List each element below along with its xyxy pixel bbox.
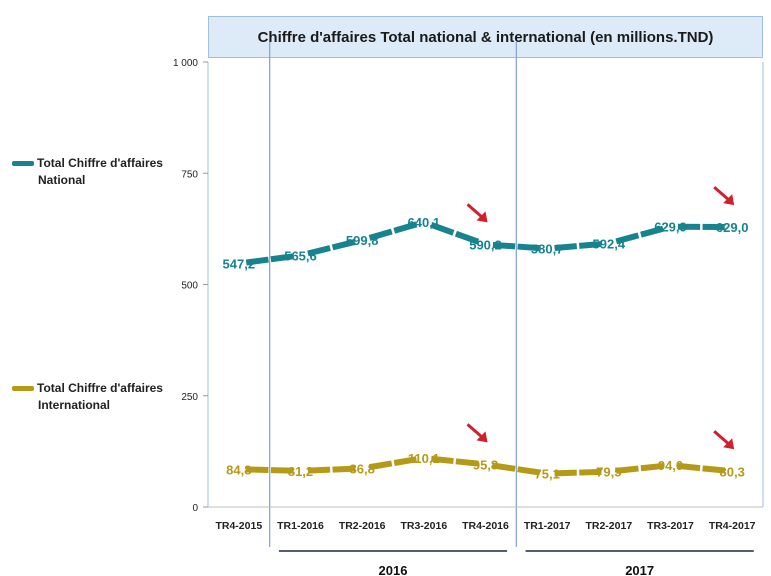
- legend-international-line1: Total Chiffre d'affaires: [37, 381, 163, 395]
- series-0-segment: [454, 230, 480, 245]
- y-tick-label: 250: [181, 392, 198, 403]
- series-0-data-label: 592,4: [593, 236, 626, 251]
- series-0-data-label: 547,2: [223, 256, 256, 271]
- series-0-segment: [615, 232, 640, 245]
- series-0-segment: [331, 239, 356, 251]
- y-tick-label: 0: [192, 503, 198, 514]
- series-1-segment: [430, 455, 454, 465]
- series-1-segment: [615, 465, 639, 474]
- series-1-segment: [517, 466, 541, 476]
- series-1-segment: [270, 467, 294, 474]
- series-1-segment: [702, 465, 726, 474]
- decline-arrow-shaft: [713, 185, 732, 203]
- x-tick-label: TR3-2016: [400, 520, 447, 532]
- series-1-data-label: 81,2: [288, 464, 313, 479]
- x-tick-label: TR1-2017: [524, 520, 571, 532]
- series-0-data-label: 565,6: [284, 248, 317, 263]
- y-tick-label: 750: [181, 169, 198, 180]
- series-0-segment: [307, 245, 331, 257]
- legend-national: Total Chiffre d'affaires National: [12, 156, 163, 187]
- series-1-segment: [640, 462, 664, 472]
- decline-arrow-head: [476, 211, 488, 223]
- series-1-segment: [307, 466, 331, 474]
- x-tick-label: TR1-2016: [277, 520, 324, 532]
- series-0-segment: [368, 228, 393, 241]
- chart-title: Chiffre d'affaires Total national & inte…: [208, 16, 763, 58]
- year-group-label: 2016: [379, 563, 408, 576]
- series-1-data-label: 94,0: [658, 458, 683, 473]
- x-tick-label: TR4-2017: [709, 520, 756, 532]
- series-0-segment: [517, 243, 540, 252]
- legend-international-line2: International: [38, 398, 111, 412]
- series-0-segment: [245, 256, 269, 266]
- series-0-data-label: 640,1: [408, 215, 441, 230]
- series-0-segment: [554, 243, 578, 251]
- series-1-data-label: 79,5: [596, 465, 621, 480]
- series-1-data-label: 84,8: [226, 462, 251, 477]
- legend-national-line1: Total Chiffre d'affaires: [37, 156, 163, 170]
- series-0-segment: [640, 225, 664, 238]
- series-1-data-label: 75,1: [535, 467, 560, 482]
- y-tick-label: 500: [181, 281, 198, 292]
- series-1-segment: [677, 462, 701, 472]
- x-tick-label: TR2-2017: [585, 520, 632, 532]
- series-0-segment: [578, 241, 602, 249]
- series-1-segment: [554, 469, 577, 477]
- series-1-data-label: 86,8: [350, 461, 375, 476]
- series-1-data-label: 110,1: [408, 451, 440, 466]
- series-0-data-label: 580,7: [531, 242, 564, 257]
- series-1-data-label: 80,3: [720, 464, 745, 479]
- x-tick-label: TR2-2016: [339, 520, 386, 532]
- series-0-data-label: 590,2: [469, 237, 502, 252]
- series-1-segment: [579, 468, 602, 476]
- series-1-segment: [246, 466, 269, 474]
- series-1-segment: [369, 460, 393, 471]
- x-tick-label: TR4-2016: [462, 520, 509, 532]
- series-0-segment: [393, 221, 418, 234]
- decline-arrow-head: [476, 431, 488, 443]
- series-0-segment: [492, 241, 516, 250]
- decline-arrow-head: [723, 438, 735, 450]
- series-0-segment: [430, 221, 455, 236]
- series-1-segment: [332, 465, 355, 473]
- series-1-data-label: 95,8: [473, 457, 498, 472]
- series-0-data-label: 629,0: [716, 220, 749, 235]
- year-group-label: 2017: [625, 563, 654, 576]
- series-1-segment: [492, 462, 516, 472]
- legend-national-swatch: [12, 161, 34, 167]
- series-0-data-label: 629,9: [654, 220, 687, 235]
- x-tick-label: TR3-2017: [647, 520, 694, 532]
- decline-arrow-shaft: [713, 430, 732, 447]
- series-0-data-label: 599,8: [346, 233, 379, 248]
- series-0-segment: [270, 253, 294, 263]
- decline-arrow-head: [723, 194, 735, 206]
- series-1-segment: [393, 456, 417, 466]
- series-1-segment: [455, 458, 479, 467]
- legend-national-line2: National: [38, 173, 86, 187]
- legend-international: Total Chiffre d'affaires International: [12, 381, 163, 412]
- legend-international-swatch: [12, 386, 34, 392]
- y-tick-label: 1 000: [173, 58, 198, 69]
- x-tick-label: TR4-2015: [215, 520, 262, 532]
